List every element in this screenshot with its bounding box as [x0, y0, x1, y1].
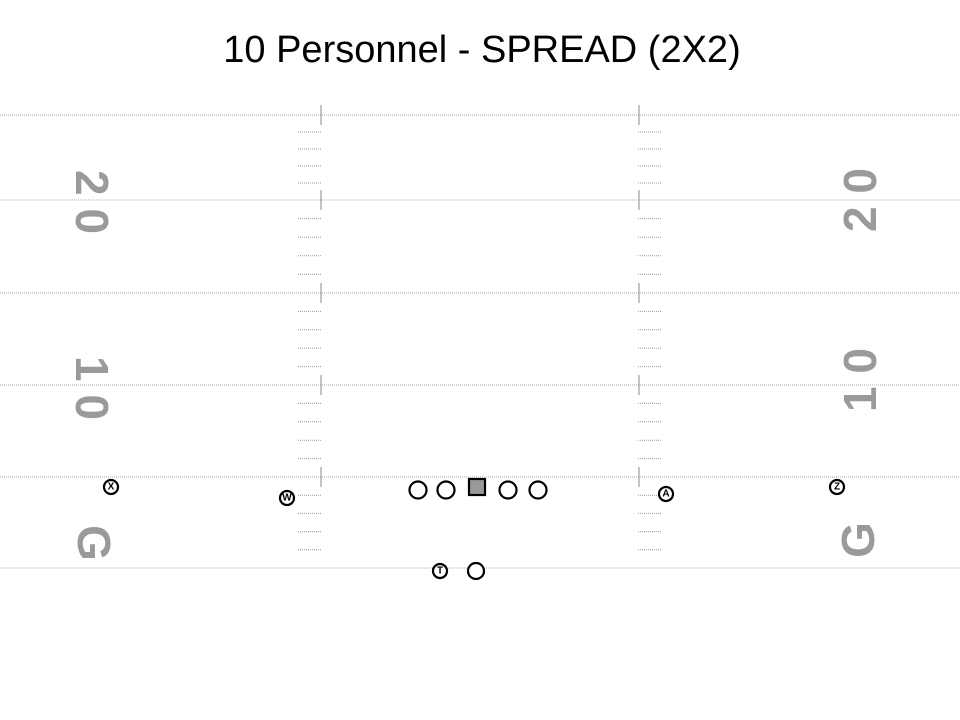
player-labels: X W A Z T: [108, 482, 840, 577]
player: [102, 478, 120, 496]
player-label: A: [662, 489, 669, 500]
player-label: W: [282, 493, 292, 504]
quarterback: [466, 561, 486, 581]
lineman: [436, 480, 456, 500]
player: [431, 562, 449, 580]
lineman: [498, 480, 518, 500]
yard-number: G: [832, 522, 884, 558]
title: 10 Personnel - SPREAD (2X2): [223, 29, 740, 71]
yard-number: 2 0: [66, 170, 118, 234]
player-label: Z: [834, 482, 840, 493]
player: [278, 489, 296, 507]
yard-number: 1 0: [834, 348, 886, 412]
player-label: T: [437, 566, 443, 577]
lineman: [408, 480, 428, 500]
player: [828, 478, 846, 496]
field-lines: [0, 105, 960, 569]
player-label: X: [108, 482, 115, 493]
yard-number: G: [68, 525, 120, 561]
yard-number: 2 0: [834, 168, 886, 232]
yard-numbers-right: 2 0 1 0 G: [832, 168, 886, 558]
center: [467, 477, 487, 497]
offense: [102, 477, 846, 581]
yard-numbers-left: 2 0 1 0 G: [66, 170, 120, 561]
player: [657, 485, 675, 503]
lineman: [528, 480, 548, 500]
yard-number: 1 0: [66, 356, 118, 420]
